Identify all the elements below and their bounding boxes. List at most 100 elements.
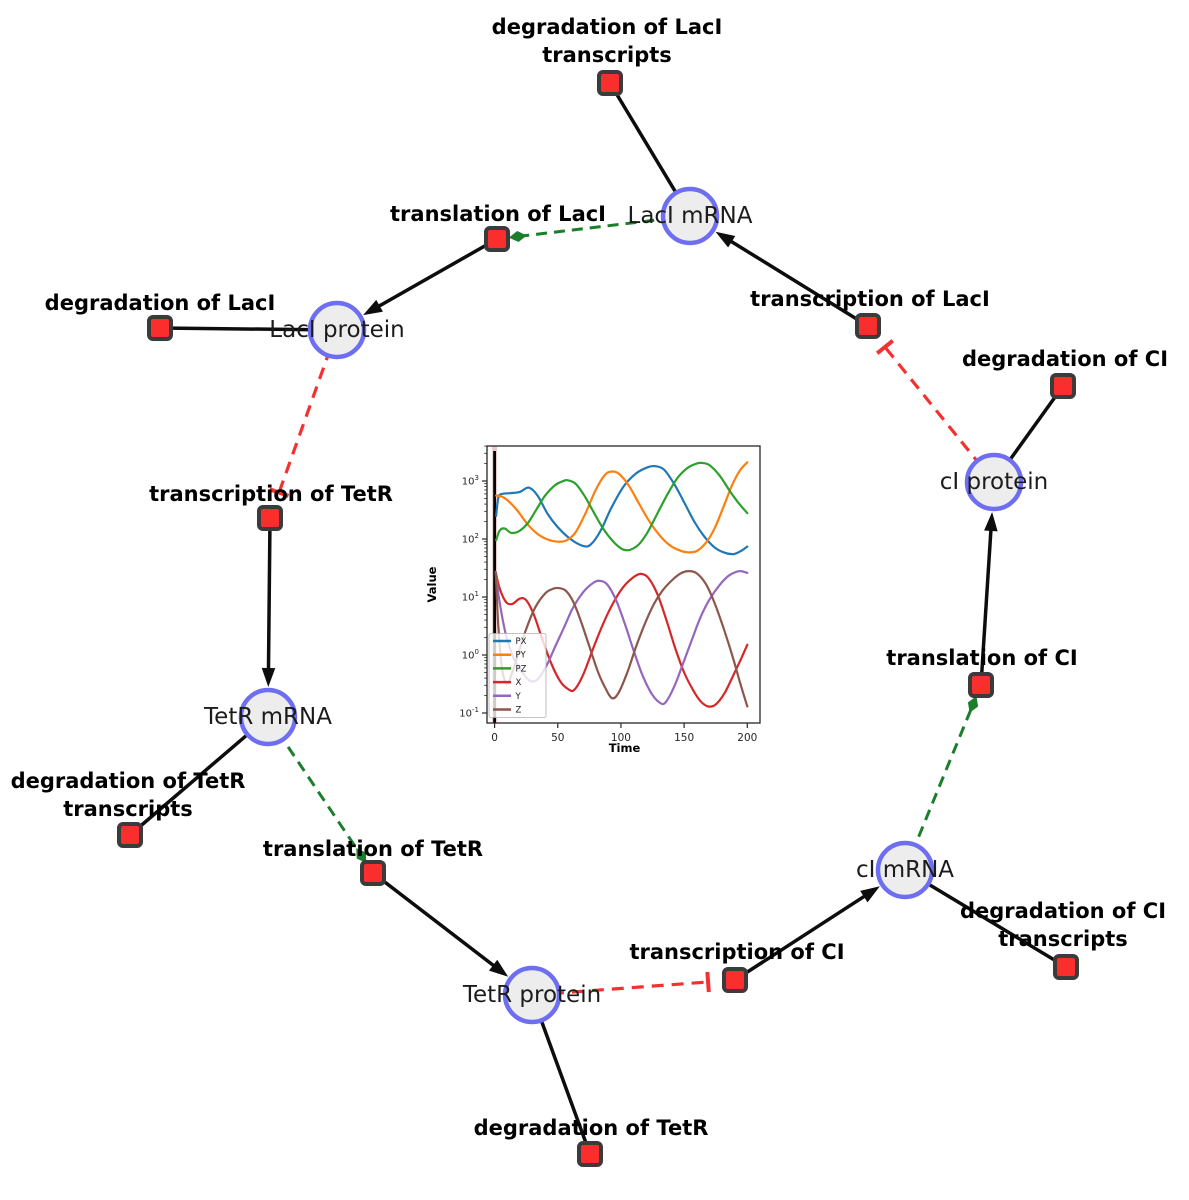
legend-label-PY: PY: [516, 651, 527, 661]
reaction-label-transcription-tetr: transcription of TetR: [149, 482, 393, 506]
reaction-label-deg-tetr-transcripts: degradation of TetR: [11, 769, 246, 793]
arrowhead-icon: [488, 959, 509, 977]
chart-axes-box: [486, 445, 761, 724]
reaction-node-translation-tetr: [360, 860, 386, 886]
reaction-label-deg-tetr: degradation of TetR: [474, 1116, 709, 1140]
edge-translation-tetr-tetr-protein: [371, 871, 509, 977]
reaction-node-transcription-tetr: [257, 505, 283, 531]
edge-transcription-ci-ci-mrna: [734, 886, 880, 982]
reaction-label-deg-laci: degradation of LacI: [45, 291, 276, 315]
reaction-label-translation-tetr: translation of TetR: [263, 837, 483, 861]
chart-legend: PX PY PZ XYZ: [488, 633, 547, 718]
species-node-laci-mrna: [660, 186, 720, 246]
labels-layer: LacI mRNA LacI protein cI protein TetR mRNA…: [11, 15, 1168, 1140]
chart-xlabel: Time: [609, 741, 641, 755]
species-label-laci-protein: LacI protein: [269, 317, 404, 343]
edge-ci-mrna-deg-ci-transcripts: [904, 868, 1067, 969]
species-label-tetr-protein: TetR protein: [462, 982, 601, 1008]
chart-series-PX: [495, 464, 749, 556]
chart-ylabel: Value: [425, 566, 439, 602]
arrowhead-icon: [261, 667, 276, 688]
edge-transcription-tetr-tetr-mrna: [261, 517, 276, 688]
arrowhead-icon: [715, 231, 736, 248]
reaction-node-transcription-laci: [855, 313, 881, 339]
species-node-ci-mrna: [875, 840, 935, 900]
production-edge-line: [979, 526, 993, 686]
production-edge-line: [375, 237, 498, 310]
diamond-arrowhead-icon: [356, 848, 367, 864]
y-tick-label: 103: [462, 474, 479, 488]
reaction-label-transcription-laci: transcription of LacI: [750, 287, 990, 311]
reaction-label-deg-tetr-transcripts: transcripts: [63, 797, 193, 821]
edge-translation-laci-laci-protein: [363, 237, 498, 316]
species-label-ci-mrna: cI mRNA: [856, 857, 954, 883]
modifier-edge-line: [903, 706, 974, 871]
diamond-arrowhead-icon: [508, 231, 527, 242]
species-label-ci-protein: cI protein: [940, 469, 1049, 495]
reaction-label-deg-ci: degradation of CI: [962, 347, 1168, 371]
reaction-node-deg-laci: [147, 315, 173, 341]
chart-series-X: [494, 570, 749, 708]
reaction-label-transcription-ci: transcription of CI: [629, 940, 844, 964]
diamond-arrowhead-icon: [967, 696, 979, 713]
species-node-tetr-mrna: [238, 687, 298, 747]
y-tick-label: 101: [462, 590, 479, 604]
reaction-node-translation-ci: [968, 672, 994, 698]
inset-chart: 0 50 100 150 20010-1100101102103TimeValuePXP…: [425, 445, 761, 755]
reaction-label-deg-ci-transcripts: transcripts: [998, 927, 1128, 951]
edge-transcription-laci-laci-mrna: [715, 231, 869, 328]
chart-series-PZ: [495, 461, 749, 552]
consumption-edge-line: [904, 868, 1067, 969]
chart-series-PY: [495, 461, 749, 554]
production-edge-line: [371, 871, 498, 969]
production-edge-line: [734, 892, 869, 982]
reaction-node-deg-tetr: [577, 1141, 603, 1167]
species-node-ci-protein: [964, 452, 1024, 512]
edge-laci-protein-deg-laci: [159, 326, 338, 332]
y-tick-label: 100: [462, 648, 479, 662]
x-tick-label: 50: [551, 732, 564, 744]
arrowhead-icon: [860, 886, 880, 903]
species-label-laci-mrna: LacI mRNA: [628, 203, 753, 229]
production-edge-line: [727, 238, 869, 328]
species-label-tetr-mrna: TetR mRNA: [203, 704, 332, 730]
reaction-node-deg-ci-transcripts: [1053, 954, 1079, 980]
inhibition-edge-line: [531, 980, 709, 997]
x-tick-label: 150: [674, 732, 694, 744]
reaction-label-deg-laci-transcripts: transcripts: [542, 43, 672, 67]
tbar-icon: [875, 339, 895, 355]
tbar-icon: [268, 487, 290, 498]
reaction-node-transcription-ci: [722, 967, 748, 993]
reaction-label-deg-laci-transcripts: degradation of LacI: [492, 15, 723, 39]
nodes-layer: [117, 70, 1079, 1167]
reaction-node-deg-tetr-transcripts: [117, 822, 143, 848]
tbar-icon: [705, 971, 711, 993]
reaction-label-deg-ci-transcripts: degradation of CI: [960, 899, 1166, 923]
consumption-edge-line: [128, 715, 270, 837]
arrowhead-icon: [363, 299, 383, 316]
consumption-edge-line: [159, 326, 338, 332]
y-tick-label: 102: [462, 532, 479, 546]
reaction-label-translation-ci: translation of CI: [886, 646, 1077, 670]
legend-label-X: X: [516, 678, 522, 688]
reaction-node-deg-ci: [1050, 373, 1076, 399]
edge-tetr-mrna-deg-tetr-transcripts: [128, 715, 270, 837]
species-node-laci-protein: [307, 300, 367, 360]
legend-label-PZ: PZ: [516, 664, 527, 674]
edge-ci-mrna-translation-ci: [903, 696, 979, 871]
species-node-tetr-protein: [502, 965, 562, 1025]
legend-label-Z: Z: [516, 706, 522, 716]
x-tick-label: 0: [491, 732, 498, 744]
x-tick-label: 100: [611, 732, 631, 744]
x-tick-label: 200: [737, 732, 757, 744]
edge-tetr-protein-transcription-ci: [531, 971, 711, 997]
edge-translation-ci-ci-protein: [979, 511, 998, 686]
arrowhead-icon: [984, 511, 998, 532]
reaction-label-translation-laci: translation of LacI: [390, 202, 606, 226]
production-edge-line: [266, 517, 272, 673]
reaction-node-translation-laci: [484, 226, 510, 252]
legend-label-Y: Y: [515, 692, 522, 702]
y-tick-label: 10-1: [459, 706, 479, 720]
